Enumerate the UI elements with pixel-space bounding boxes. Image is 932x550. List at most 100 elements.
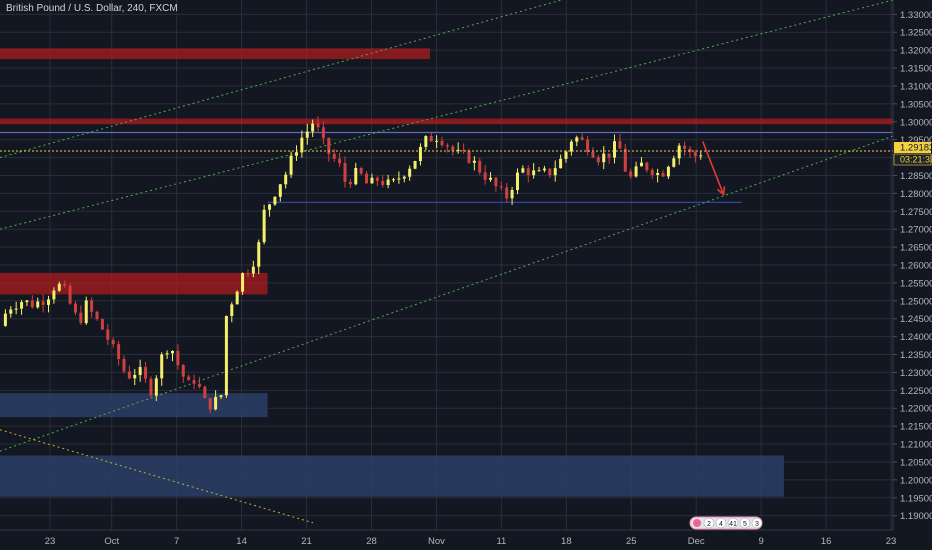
candle-body: [613, 141, 617, 158]
candle-body: [483, 172, 487, 180]
candle-body: [397, 178, 401, 180]
candle-body: [300, 137, 304, 153]
candle-body: [429, 136, 433, 142]
candle-body: [36, 301, 40, 308]
candle-body: [47, 299, 51, 305]
candle-body: [90, 300, 94, 312]
event-count-bubble: [715, 517, 727, 529]
candle-body: [224, 315, 228, 396]
time-tick-label: 11: [496, 536, 506, 547]
candle-body: [149, 378, 153, 396]
countdown-label: 03:21:39: [900, 155, 932, 165]
candle-body: [79, 312, 83, 324]
candle-body: [170, 350, 174, 354]
time-tick-label: 23: [886, 536, 897, 547]
time-tick-label: 16: [821, 536, 832, 547]
candle-body: [127, 371, 131, 379]
candle-body: [100, 319, 104, 330]
candle-body: [656, 172, 660, 175]
candle-body: [192, 380, 196, 384]
candle-body: [230, 304, 234, 316]
candle-body: [332, 153, 336, 159]
candle-body: [526, 168, 530, 176]
candle-body: [25, 300, 29, 303]
candle-body: [68, 285, 72, 304]
resistance-zone: [0, 118, 893, 125]
candle-body: [693, 152, 697, 157]
event-count-label: 41: [729, 521, 737, 528]
candle-body: [494, 177, 498, 187]
event-count-bubble: [739, 517, 751, 529]
candle-body: [208, 398, 212, 410]
price-tick-label: 1.21000: [900, 440, 932, 451]
candle-body: [133, 374, 137, 379]
time-tick-label: 18: [561, 536, 572, 547]
price-tick-label: 1.32500: [900, 28, 932, 39]
candle-body: [176, 350, 180, 365]
candle-body: [14, 308, 18, 310]
candle-body: [510, 190, 514, 199]
price-tick-label: 1.19000: [900, 511, 932, 522]
price-tick-label: 1.25500: [900, 278, 932, 289]
candle-body: [111, 339, 115, 345]
candle-body: [532, 170, 536, 176]
resistance-zone: [0, 272, 268, 295]
candle-body: [106, 329, 110, 340]
candle-body: [569, 141, 573, 152]
price-axis-background: [893, 0, 932, 550]
candle-body: [246, 273, 250, 275]
candle-body: [57, 283, 61, 291]
price-tick-label: 1.33000: [900, 10, 932, 21]
candle-body: [63, 283, 67, 286]
candle-body: [639, 162, 643, 167]
event-count-label: 5: [743, 521, 747, 528]
candle-body: [542, 168, 546, 171]
price-tick-label: 1.32000: [900, 46, 932, 57]
candle-body: [84, 300, 88, 324]
candle-body: [489, 177, 493, 180]
price-tick-label: 1.20500: [900, 457, 932, 468]
candle-body: [467, 150, 471, 163]
time-tick-label: 25: [626, 536, 637, 547]
candle-body: [365, 173, 369, 184]
candle-body: [52, 290, 56, 300]
arrow-head: [716, 186, 726, 197]
candle-body: [20, 302, 24, 309]
candle-body: [650, 170, 654, 175]
candle-body: [284, 174, 288, 185]
candle-body: [537, 170, 541, 172]
price-tick-label: 1.30500: [900, 99, 932, 110]
candle-body: [165, 353, 169, 355]
price-tick-label: 1.27000: [900, 225, 932, 236]
price-tick-label: 1.20000: [900, 475, 932, 486]
time-tick-label: Nov: [428, 536, 445, 547]
candle-body: [413, 161, 417, 169]
candle-body: [343, 163, 347, 182]
event-count-label: 3: [755, 521, 759, 528]
candle-body: [138, 367, 142, 375]
candles-group: [3, 116, 703, 414]
candle-body: [117, 344, 121, 360]
price-tick-label: 1.28000: [900, 189, 932, 200]
current-price-badge: [894, 142, 931, 154]
candle-body: [402, 176, 406, 179]
time-tick-label: 23: [45, 536, 56, 547]
candle-body: [451, 146, 455, 151]
candle-body: [41, 301, 45, 305]
price-tick-label: 1.26000: [900, 261, 932, 272]
candle-body: [338, 158, 342, 164]
candle-body: [564, 151, 568, 159]
price-tick-label: 1.25000: [900, 296, 932, 307]
candle-body: [515, 172, 519, 191]
candle-body: [381, 180, 385, 186]
candle-body: [348, 181, 352, 185]
price-tick-label: 1.30000: [900, 117, 932, 128]
candle-body: [251, 266, 255, 274]
events-badge[interactable]: 2 4 41 5 3: [689, 516, 763, 530]
candle-body: [424, 136, 428, 147]
time-tick-label: 28: [366, 536, 377, 547]
candle-body: [435, 140, 439, 142]
candle-body: [596, 157, 600, 163]
